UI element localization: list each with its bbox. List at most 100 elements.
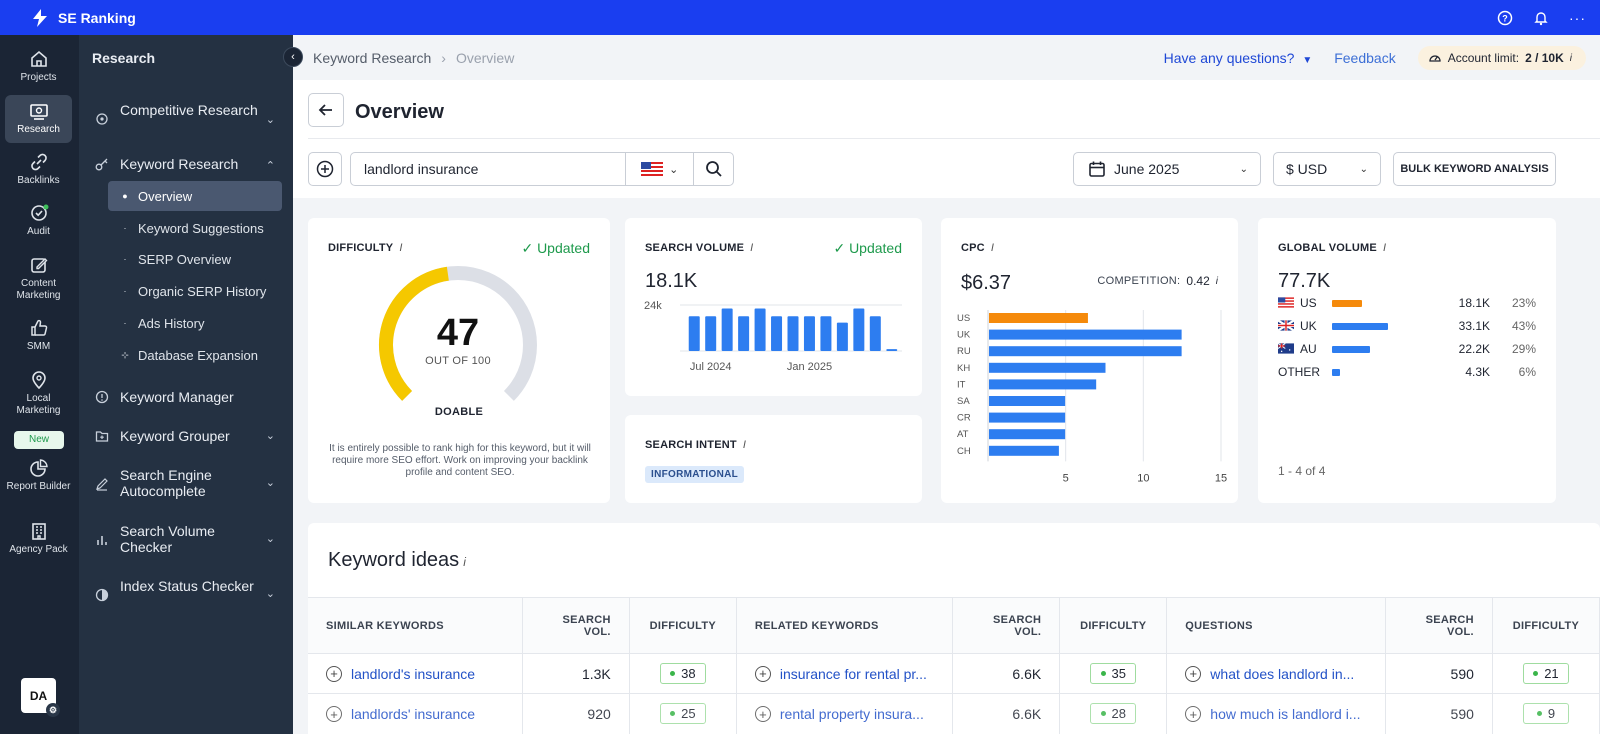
col-related-keywords[interactable]: RELATED KEYWORDS xyxy=(736,597,954,654)
cpc-bar[interactable] xyxy=(989,346,1182,357)
cpc-bar[interactable] xyxy=(989,429,1066,440)
sub-item-ads-history[interactable]: · Ads History xyxy=(108,308,282,338)
cpc-bar[interactable] xyxy=(989,445,1059,456)
col-search-vol[interactable]: SEARCH VOL. xyxy=(952,597,1061,654)
volume-bar[interactable] xyxy=(886,349,898,351)
volume-bar[interactable] xyxy=(721,308,733,351)
keyword-cell: + rental property insura... xyxy=(736,693,954,734)
nav-search-volume-checker[interactable]: Search Volume Checker ⌄ xyxy=(79,523,293,557)
volume-bar[interactable] xyxy=(853,308,865,351)
bell-icon[interactable] xyxy=(1533,10,1549,26)
keyword-link[interactable]: + landlords' insurance xyxy=(326,706,475,722)
volume-bar[interactable] xyxy=(869,316,881,351)
add-keyword-button[interactable] xyxy=(308,152,342,186)
rail-item-projects[interactable]: Projects xyxy=(5,49,72,89)
search-button[interactable] xyxy=(693,153,733,185)
feedback-link[interactable]: Feedback xyxy=(1334,50,1396,66)
main-content: Keyword Research › Overview Have any que… xyxy=(293,35,1600,734)
back-button[interactable] xyxy=(308,93,344,127)
difficulty-badge: 28 xyxy=(1090,703,1137,725)
rail-item-research[interactable]: Research xyxy=(5,95,72,143)
col-difficulty[interactable]: DIFFICULTY xyxy=(629,597,737,654)
info-icon[interactable]: i xyxy=(399,242,403,254)
app-logo[interactable]: SE Ranking xyxy=(30,8,136,28)
info-icon[interactable]: i xyxy=(1382,242,1387,254)
rail-item-report-builder[interactable]: Report Builder xyxy=(5,458,72,508)
keyword-link[interactable]: + how much is landlord i... xyxy=(1185,706,1360,722)
col-difficulty[interactable]: DIFFICULTY xyxy=(1492,597,1600,654)
keyword-link[interactable]: + what does landlord in... xyxy=(1185,665,1354,682)
difficulty-badge: 35 xyxy=(1090,663,1137,684)
rail-item-smm[interactable]: SMM xyxy=(5,318,72,358)
more-icon[interactable]: ··· xyxy=(1569,9,1586,26)
collapse-panel-button[interactable]: ‹ xyxy=(283,47,303,67)
rail-item-backlinks[interactable]: Backlinks xyxy=(5,152,72,192)
col-similar-keywords[interactable]: SIMILAR KEYWORDS xyxy=(308,597,523,654)
plus-circle-icon[interactable]: + xyxy=(1185,706,1202,722)
plus-circle-icon[interactable]: + xyxy=(326,665,342,682)
plus-circle-icon[interactable]: + xyxy=(1185,665,1202,682)
cpc-bar[interactable] xyxy=(989,412,1066,423)
rail-item-audit[interactable]: Audit xyxy=(5,203,72,243)
info-icon[interactable]: i xyxy=(463,555,466,569)
breadcrumb-root[interactable]: Keyword Research xyxy=(313,50,432,66)
plus-circle-icon[interactable]: + xyxy=(326,706,342,722)
currency-select[interactable]: $ USD ⌄ xyxy=(1273,152,1381,186)
keyword-link[interactable]: + insurance for rental pr... xyxy=(754,665,927,682)
help-icon[interactable]: ? xyxy=(1497,10,1513,26)
difficulty-badge: 38 xyxy=(659,663,706,684)
volume-bar[interactable] xyxy=(688,316,700,351)
info-icon[interactable]: i xyxy=(1215,275,1218,287)
nav-competitive-research[interactable]: Competitive Research ⌄ xyxy=(79,102,293,136)
volume-bar[interactable] xyxy=(754,308,766,351)
rail-item-content-marketing[interactable]: Content Marketing xyxy=(5,255,72,305)
col-questions[interactable]: QUESTIONS xyxy=(1166,597,1386,654)
volume-bar[interactable] xyxy=(836,322,848,351)
plus-circle-icon[interactable]: + xyxy=(754,706,771,722)
volume-bar[interactable] xyxy=(705,316,717,351)
questions-dropdown[interactable]: Have any questions? ▼ xyxy=(1164,50,1313,66)
sub-item-keyword-suggestions[interactable]: · Keyword Suggestions xyxy=(108,213,282,243)
cpc-bar[interactable] xyxy=(989,379,1097,390)
global-value: 77.7K xyxy=(1278,270,1331,292)
cpc-bar[interactable] xyxy=(989,362,1106,373)
account-limit[interactable]: Account limit: 2 / 10K i xyxy=(1417,46,1586,70)
col-search-vol[interactable]: SEARCH VOL. xyxy=(1385,597,1493,654)
cpc-bar[interactable] xyxy=(989,396,1066,406)
volume-bar[interactable] xyxy=(820,316,832,351)
nav-search-engine-autocomplete[interactable]: Search Engine Autocomplete ⌄ xyxy=(79,467,293,501)
info-icon[interactable]: i xyxy=(742,439,747,451)
gauge-icon xyxy=(1429,55,1441,62)
nav-keyword-manager[interactable]: Keyword Manager xyxy=(79,388,293,406)
volume-bar[interactable] xyxy=(738,316,750,351)
cpc-bar[interactable] xyxy=(989,329,1182,340)
cpc-bar[interactable] xyxy=(989,313,1088,323)
col-search-vol[interactable]: SEARCH VOL. xyxy=(522,597,630,654)
nav-index-status-checker[interactable]: Index Status Checker ⌄ xyxy=(79,578,293,612)
country-select[interactable]: ⌄ xyxy=(625,153,693,185)
difficulty-description: It is entirely possible to rank high for… xyxy=(329,443,591,478)
new-badge: New xyxy=(14,431,64,449)
rail-item-agency-pack[interactable]: Agency Pack xyxy=(5,521,72,571)
gear-icon[interactable]: ⚙ xyxy=(46,703,60,717)
keyword-link[interactable]: + rental property insura... xyxy=(754,706,924,722)
bulk-keyword-analysis-button[interactable]: BULK KEYWORD ANALYSIS xyxy=(1393,152,1556,186)
volume-bar[interactable] xyxy=(787,316,799,351)
nav-keyword-research[interactable]: Keyword Research ⌃ xyxy=(79,155,293,173)
info-icon[interactable]: i xyxy=(750,242,754,254)
sub-item-organic-serp-history[interactable]: · Organic SERP History xyxy=(108,276,282,306)
info-icon[interactable]: i xyxy=(990,242,995,254)
volume-bar[interactable] xyxy=(771,316,783,351)
nav-keyword-grouper[interactable]: Keyword Grouper ⌄ xyxy=(79,427,293,445)
sub-item-overview[interactable]: ● Overview xyxy=(108,181,282,211)
date-select[interactable]: June 2025 ⌄ xyxy=(1073,152,1261,186)
avatar[interactable]: DA ⚙ xyxy=(21,678,60,717)
col-difficulty[interactable]: DIFFICULTY xyxy=(1059,597,1168,654)
volume-bar[interactable] xyxy=(803,316,815,351)
keyword-search-input[interactable] xyxy=(351,153,626,185)
sub-item-serp-overview[interactable]: · SERP Overview xyxy=(108,244,282,274)
keyword-link[interactable]: + landlord's insurance xyxy=(326,665,475,682)
plus-circle-icon[interactable]: + xyxy=(754,665,771,682)
sub-item-database-expansion[interactable]: ⊹ Database Expansion xyxy=(108,340,282,370)
rail-item-local-marketing[interactable]: Local Marketing xyxy=(5,370,72,420)
